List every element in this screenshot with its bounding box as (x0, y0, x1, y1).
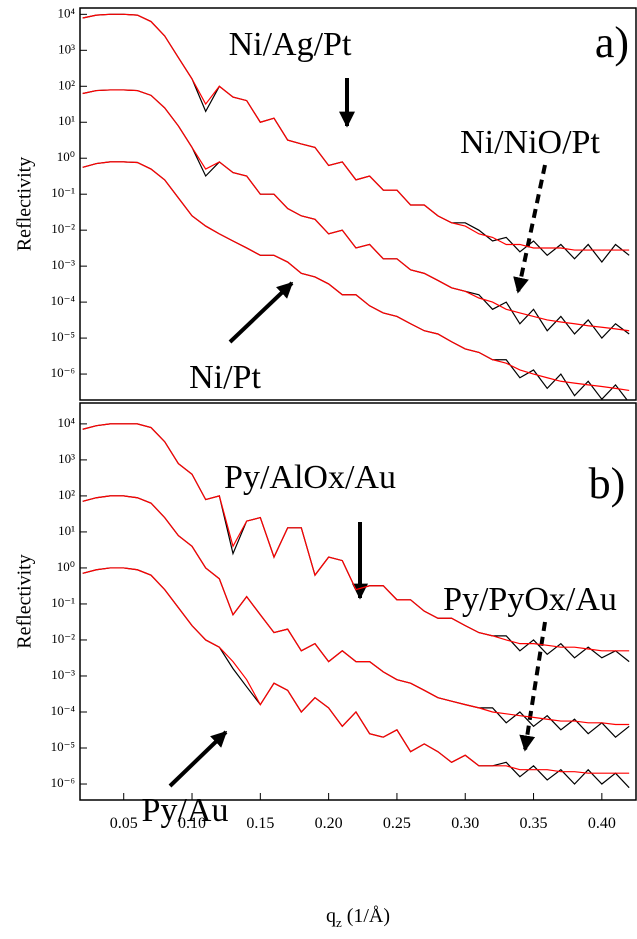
y-tick-label: 10⁻³ (51, 667, 75, 682)
y-tick-label: 10⁴ (57, 5, 75, 20)
plot-frame (79, 7, 637, 401)
annotation: Py/Au (142, 792, 229, 829)
x-tick-label: 0.40 (588, 815, 616, 832)
dashed-arrow (519, 621, 547, 752)
y-tick-label: 10⁻² (51, 221, 75, 236)
x-tick-label: 0.15 (246, 815, 274, 832)
x-tick-label: 0.05 (110, 815, 138, 832)
arrow (228, 281, 294, 344)
annotation: Py/PyOx/Au (443, 581, 617, 618)
y-tick-label: 10⁻² (51, 631, 75, 646)
x-axis-label: qz (1/Å) (326, 905, 390, 930)
panel-label: b) (589, 459, 626, 508)
x-tick-label: 0.30 (451, 815, 479, 832)
y-tick-label: 10⁻⁵ (51, 739, 75, 754)
y-tick-label: 10⁻⁴ (51, 293, 76, 308)
x-tick-label: 0.25 (383, 815, 411, 832)
x-tick-label: 0.35 (520, 815, 548, 832)
y-tick-label: 10⁻³ (51, 257, 75, 272)
x-tick-label: 0.20 (315, 815, 343, 832)
plot-frame (79, 402, 637, 801)
fit-line (82, 89, 630, 332)
fit-line (82, 13, 630, 251)
panel-label: a) (595, 18, 629, 67)
y-tick-label: 10⁻⁶ (51, 775, 75, 790)
x-tick-label: 0.10 (178, 815, 206, 832)
y-tick-label: 10³ (58, 41, 75, 56)
y-tick-label: 10⁰ (57, 149, 75, 164)
y-tick-label: 10⁴ (57, 415, 75, 430)
y-tick-label: 10⁻⁵ (51, 329, 75, 344)
y-tick-label: 10⁻¹ (51, 595, 75, 610)
fit-line (82, 423, 630, 652)
y-tick-label: 10⁻¹ (51, 185, 75, 200)
arrow (168, 730, 228, 788)
y-axis-label: Reflectivity (14, 554, 36, 648)
data-line (82, 161, 628, 400)
y-tick-label: 10¹ (58, 523, 75, 538)
y-tick-label: 10⁻⁴ (51, 703, 76, 718)
y-tick-label: 10³ (58, 451, 75, 466)
annotation: Ni/NiO/Pt (460, 124, 600, 161)
arrows (168, 78, 547, 788)
annotation: Ni/Ag/Pt (229, 26, 352, 63)
y-tick-label: 10² (58, 77, 75, 92)
y-tick-label: 10¹ (58, 113, 75, 128)
fit-line (82, 567, 630, 774)
y-tick-label: 10² (58, 487, 75, 502)
plot-area (82, 423, 630, 789)
plot-area (82, 13, 630, 400)
annotation: Ni/Pt (189, 359, 261, 396)
annotation: Py/AlOx/Au (224, 459, 396, 496)
y-tick-label: 10⁻⁶ (51, 365, 75, 380)
dashed-arrow (513, 164, 547, 294)
y-tick-label: 10⁰ (57, 559, 75, 574)
fit-line (82, 161, 630, 392)
fit-line (82, 495, 630, 726)
y-axis-label: Reflectivity (14, 157, 36, 251)
